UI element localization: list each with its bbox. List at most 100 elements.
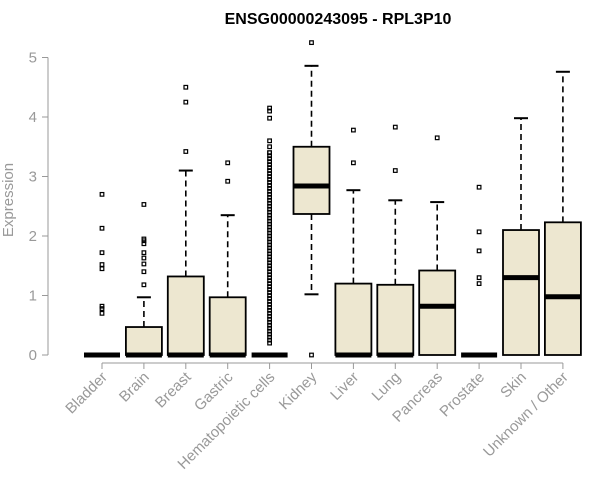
box-1: [125, 202, 163, 358]
x-tick-label: Bladder: [62, 369, 111, 418]
outlier-point: [267, 212, 272, 218]
outlier-point: [267, 281, 272, 286]
box-6: [334, 127, 373, 358]
box-11: [544, 70, 582, 356]
outlier-point: [267, 206, 272, 212]
outlier-point: [267, 275, 272, 281]
outlier-point: [309, 352, 314, 358]
box-iqr: [502, 229, 540, 356]
outlier-point: [267, 251, 272, 257]
outlier-point: [99, 250, 105, 256]
outlier-point: [141, 269, 147, 275]
outlier-point: [267, 194, 272, 200]
outlier-point: [267, 162, 272, 168]
outlier-point: [267, 328, 272, 334]
outlier-point: [225, 160, 231, 166]
outlier-point: [267, 284, 272, 289]
box-iqr: [418, 269, 457, 356]
outlier-point: [267, 224, 272, 230]
outlier-point: [183, 99, 189, 105]
x-tick-label: Prostate: [436, 369, 488, 421]
outlier-point: [476, 248, 482, 254]
outlier-point: [267, 293, 272, 298]
boxes-layer: [84, 40, 582, 358]
outlier-point: [99, 303, 105, 309]
outlier-point: [141, 250, 147, 256]
x-tick-label: Brain: [116, 369, 153, 406]
outlier-point: [141, 282, 147, 288]
y-axis: 0 1 2 3 4 5: [29, 50, 49, 364]
outlier-point: [267, 183, 272, 188]
outlier-point: [392, 124, 398, 130]
box-iqr: [334, 282, 373, 356]
outlier-point: [267, 316, 272, 322]
outlier-point: [392, 168, 398, 173]
x-tick-label: Breast: [152, 368, 195, 411]
box-iqr: [166, 275, 205, 356]
outlier-point: [267, 248, 272, 254]
outlier-point: [267, 242, 272, 248]
outlier-point: [267, 177, 272, 182]
y-tick-label: 1: [29, 288, 37, 305]
outlier-point: [351, 127, 356, 133]
outlier-point: [267, 302, 272, 307]
outlier-point: [267, 150, 272, 156]
box-7: [376, 124, 415, 358]
outlier-point: [267, 188, 272, 194]
outlier-point: [267, 174, 272, 179]
outlier-point: [267, 156, 272, 162]
box-5: [292, 40, 331, 358]
outlier-point: [267, 153, 272, 159]
outlier-point: [267, 310, 272, 316]
outlier-point: [267, 239, 272, 245]
outlier-point: [267, 159, 272, 165]
outlier-point: [351, 160, 356, 166]
outlier-point: [267, 260, 272, 266]
outlier-point: [267, 197, 272, 203]
outlier-point: [476, 281, 482, 286]
outlier-point: [267, 209, 272, 215]
outlier-point: [99, 191, 105, 197]
outlier-point: [267, 138, 272, 144]
box-iqr: [208, 296, 247, 356]
outlier-point: [267, 203, 272, 209]
outlier-point: [267, 105, 272, 111]
outlier-point: [267, 165, 272, 170]
outlier-point: [141, 202, 147, 207]
outlier-point: [267, 334, 272, 340]
outlier-point: [476, 275, 482, 281]
box-iqr: [376, 283, 415, 356]
outlier-point: [267, 115, 272, 121]
x-tick-label: Skin: [497, 369, 530, 402]
box-9: [461, 184, 498, 358]
y-tick-label: 5: [29, 50, 37, 67]
outlier-point: [267, 331, 272, 337]
box-iqr: [125, 326, 163, 356]
outlier-point: [267, 233, 272, 239]
outlier-point: [267, 269, 272, 275]
y-tick-label: 3: [29, 169, 37, 186]
y-axis-label: Expression: [0, 163, 17, 237]
outlier-point: [267, 325, 272, 331]
outlier-point: [99, 310, 105, 316]
box-iqr: [292, 145, 331, 215]
outlier-point: [267, 322, 272, 328]
outlier-point: [99, 225, 105, 231]
outlier-point: [267, 108, 272, 114]
outlier-point: [267, 168, 272, 173]
outlier-point: [267, 200, 272, 206]
outlier-point: [267, 278, 272, 284]
outlier-point: [309, 40, 314, 46]
y-tick-label: 4: [29, 109, 37, 126]
outlier-point: [267, 305, 272, 310]
outlier-point: [267, 144, 272, 150]
outlier-point: [267, 245, 272, 251]
y-tick-label: 0: [29, 347, 37, 364]
outlier-point: [267, 272, 272, 278]
outlier-point: [267, 186, 272, 191]
x-tick-label: Lung: [369, 369, 405, 405]
outlier-point: [141, 261, 147, 267]
box-2: [166, 84, 205, 358]
outlier-point: [267, 337, 272, 343]
outlier-point: [267, 236, 272, 242]
